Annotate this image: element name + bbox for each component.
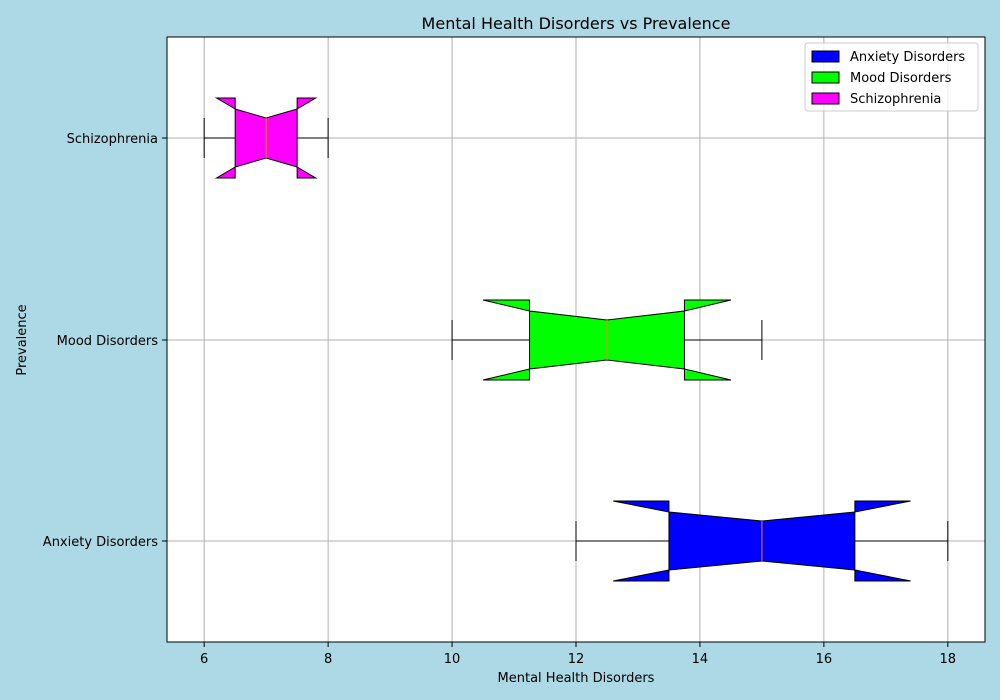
legend-frame [804, 42, 979, 112]
y-axis: Anxiety Disorders Mood Disorders Schizophr… [43, 132, 167, 550]
box-schizophrenia [203, 97, 329, 179]
legend-swatch [811, 92, 840, 105]
y-tick-label: Mood Disorders [57, 334, 159, 349]
x-axis-label: Mental Health Disorders [498, 671, 655, 686]
y-tick-label: Anxiety Disorders [43, 535, 158, 550]
x-tick-label: 12 [568, 652, 585, 667]
x-tick-label: 16 [816, 652, 833, 667]
x-axis: 6 8 10 12 14 16 18 [200, 642, 956, 667]
y-axis-label: Prevalence [15, 304, 30, 375]
legend-label: Schizophrenia [850, 92, 941, 107]
x-tick-label: 8 [324, 652, 332, 667]
legend-swatch [811, 71, 840, 84]
box-mood-disorders [451, 299, 763, 381]
legend: Anxiety Disorders Mood Disorders Schizophr… [804, 42, 979, 112]
box-anxiety-disorders [575, 500, 949, 582]
y-tick-label: Schizophrenia [67, 132, 158, 147]
x-tick-label: 6 [200, 652, 208, 667]
x-tick-label: 10 [444, 652, 461, 667]
x-tick-label: 14 [692, 652, 709, 667]
legend-label: Mood Disorders [850, 71, 952, 86]
legend-swatch [811, 50, 840, 63]
chart-title: Mental Health Disorders vs Prevalence [422, 14, 731, 33]
boxes [203, 97, 949, 582]
x-tick-label: 18 [940, 652, 957, 667]
legend-label: Anxiety Disorders [850, 50, 965, 65]
